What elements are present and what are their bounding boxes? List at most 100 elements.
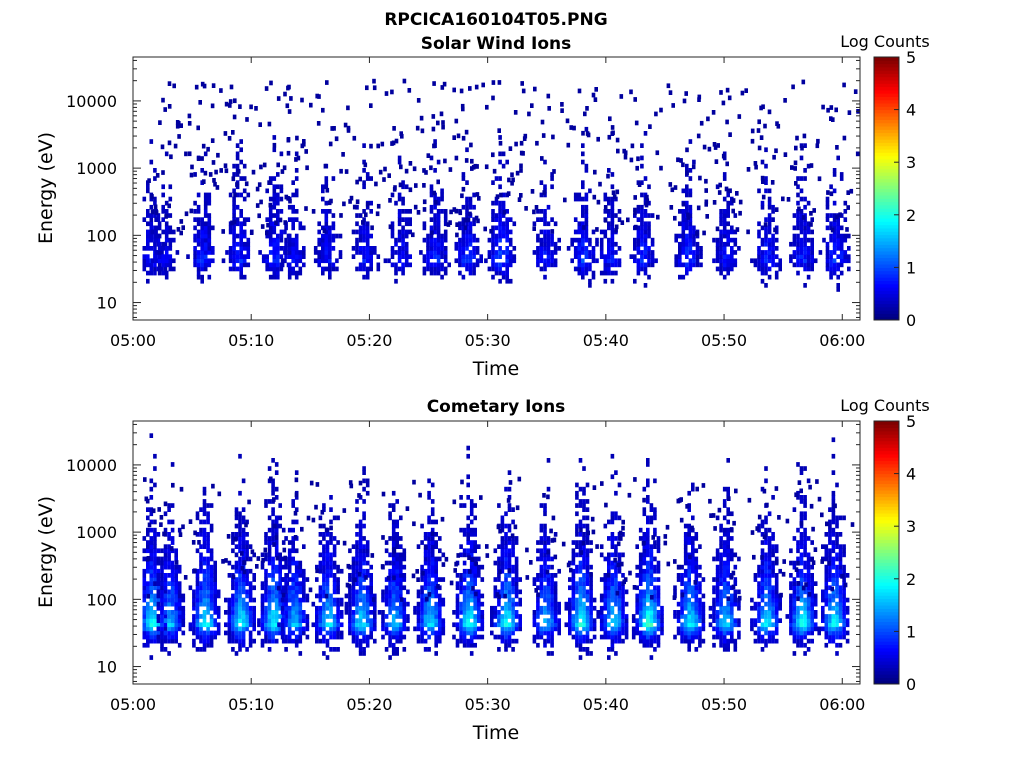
heatmap-cell [647, 246, 651, 251]
heatmap-cell [581, 274, 585, 280]
heatmap-cell [248, 630, 253, 636]
heatmap-cell [177, 622, 182, 628]
heatmap-cell [242, 233, 247, 239]
heatmap-cell [578, 523, 583, 529]
heatmap-cell [533, 86, 537, 92]
heatmap-cell [199, 544, 203, 549]
heatmap-cell [276, 162, 280, 168]
heatmap-cell [733, 229, 738, 235]
heatmap-cell [571, 585, 576, 591]
heatmap-cell [348, 601, 352, 607]
heatmap-cell [578, 568, 583, 574]
heatmap-cell [146, 233, 150, 239]
heatmap-cell [255, 203, 260, 208]
heatmap-cell [427, 490, 431, 496]
heatmap-cell [806, 163, 811, 169]
heatmap-cell [227, 560, 232, 566]
plot-area [133, 57, 860, 320]
heatmap-cell [546, 458, 551, 463]
heatmap-cell [206, 548, 210, 554]
heatmap-cell [404, 168, 409, 174]
heatmap-cell [596, 610, 600, 615]
heatmap-cell [163, 577, 168, 582]
heatmap-cell [589, 605, 593, 611]
heatmap-cell [547, 106, 551, 111]
heatmap-cell [146, 527, 150, 533]
heatmap-cell [603, 622, 608, 628]
heatmap-cell [351, 581, 356, 586]
heatmap-cell [266, 222, 270, 228]
heatmap-cell [321, 254, 325, 259]
heatmap-cell [202, 634, 207, 640]
heatmap-cell [286, 137, 291, 142]
heatmap-cell [511, 581, 515, 586]
heatmap-cell [397, 233, 402, 239]
colorbar-segment [874, 63, 899, 68]
heatmap-cell [578, 564, 583, 570]
heatmap-cell [279, 237, 284, 243]
heatmap-cell [500, 548, 505, 554]
heatmap-cell [617, 556, 622, 562]
heatmap-cell [324, 217, 329, 222]
heatmap-cell [391, 568, 396, 574]
heatmap-cell [473, 532, 477, 537]
heatmap-cell [715, 266, 720, 272]
heatmap-cell [232, 163, 236, 169]
heatmap-cell [468, 233, 473, 239]
heatmap-cell [635, 573, 639, 578]
heatmap-cell [271, 597, 275, 603]
heatmap-cell [815, 143, 820, 149]
heatmap-cell [384, 560, 389, 566]
colorbar-tick-label: 4 [906, 101, 916, 120]
heatmap-cell [460, 103, 465, 109]
heatmap-cell [733, 250, 738, 255]
heatmap-cell [799, 246, 804, 251]
heatmap-cell [267, 180, 271, 185]
heatmap-cell [614, 258, 618, 264]
heatmap-cell [441, 577, 446, 582]
heatmap-cell [318, 515, 323, 521]
colorbar-segment [874, 270, 899, 275]
heatmap-cell [757, 119, 761, 125]
heatmap-cell [376, 203, 381, 209]
heatmap-cell [395, 638, 399, 644]
heatmap-cell [427, 552, 431, 558]
heatmap-cell [816, 138, 820, 144]
heatmap-cell [803, 237, 807, 243]
heatmap-cell [394, 270, 398, 276]
heatmap-cell [829, 237, 833, 243]
heatmap-cell [550, 573, 554, 578]
heatmap-cell [461, 106, 465, 112]
heatmap-cell [617, 589, 622, 595]
heatmap-cell [174, 581, 178, 586]
heatmap-cell [726, 229, 730, 235]
heatmap-cell [294, 258, 299, 264]
heatmap-cell [455, 614, 460, 619]
heatmap-cell [543, 642, 547, 648]
heatmap-cell [332, 585, 337, 591]
heatmap-cell [227, 610, 232, 615]
heatmap-cell [427, 540, 431, 545]
heatmap-cell [206, 544, 210, 549]
heatmap-cell [424, 170, 428, 175]
heatmap-cell [436, 217, 441, 222]
heatmap-cell [272, 192, 277, 198]
heatmap-cell [325, 614, 330, 619]
heatmap-cell [239, 274, 243, 280]
heatmap-cell [206, 540, 210, 545]
heatmap-cell [200, 274, 204, 280]
heatmap-cell [373, 246, 377, 251]
heatmap-cell [498, 254, 502, 259]
heatmap-cell [193, 200, 197, 206]
heatmap-cell [170, 614, 175, 619]
heatmap-cell [847, 246, 851, 251]
heatmap-cell [365, 250, 370, 255]
heatmap-cell [278, 573, 282, 578]
heatmap-cell [722, 229, 727, 235]
heatmap-cell [810, 266, 814, 272]
heatmap-cell [279, 196, 284, 202]
heatmap-cell [422, 168, 426, 173]
heatmap-cell [498, 237, 502, 243]
heatmap-cell [202, 507, 207, 512]
heatmap-cell [642, 568, 647, 574]
